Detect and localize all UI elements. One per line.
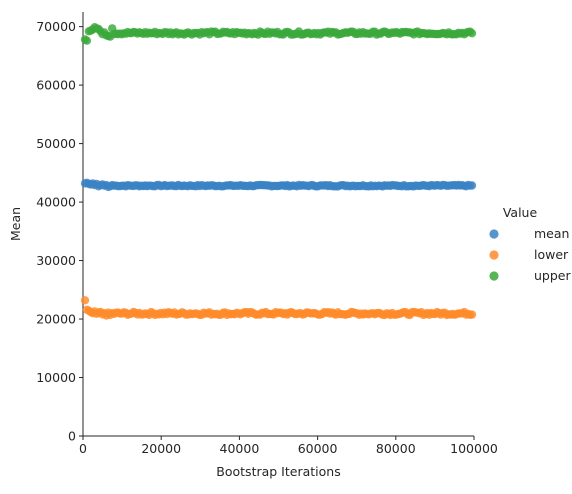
y-tick-label: 10000 <box>36 370 76 385</box>
y-tick-label: 30000 <box>36 253 76 268</box>
legend: Value mean lower upper <box>489 205 571 283</box>
series-upper <box>80 23 477 45</box>
x-tick-label: 100000 <box>450 441 498 456</box>
legend-title: Value <box>503 205 538 220</box>
legend-marker-lower <box>489 250 499 260</box>
x-axis-title: Bootstrap Iterations <box>216 464 340 479</box>
point-lower <box>80 296 90 305</box>
x-tick-label: 20000 <box>141 441 181 456</box>
legend-marker-upper <box>489 271 499 281</box>
point-upper <box>82 36 92 45</box>
x-tick-label: 40000 <box>220 441 260 456</box>
series-lower <box>80 296 477 320</box>
series-mean <box>80 178 477 192</box>
y-tick-label: 40000 <box>36 195 76 210</box>
point-lower <box>467 310 477 319</box>
y-tick-label: 50000 <box>36 136 76 151</box>
y-axis-title: Mean <box>8 207 23 241</box>
x-tick-label: 80000 <box>376 441 416 456</box>
legend-label-mean: mean <box>534 226 569 241</box>
legend-label-lower: lower <box>534 247 569 262</box>
data-points <box>80 23 477 320</box>
y-tick-label: 60000 <box>36 78 76 93</box>
legend-label-upper: upper <box>534 268 571 283</box>
y-tick-label: 0 <box>68 429 76 444</box>
point-upper <box>467 29 477 38</box>
x-tick-label: 0 <box>79 441 87 456</box>
y-tick-label: 20000 <box>36 312 76 327</box>
y-tick-label: 70000 <box>36 19 76 34</box>
point-mean <box>467 181 477 190</box>
x-tick-label: 60000 <box>298 441 338 456</box>
axes: 0 20000 40000 60000 80000 100000 0 10000 20000 30… <box>36 12 498 456</box>
legend-marker-mean <box>489 229 499 239</box>
